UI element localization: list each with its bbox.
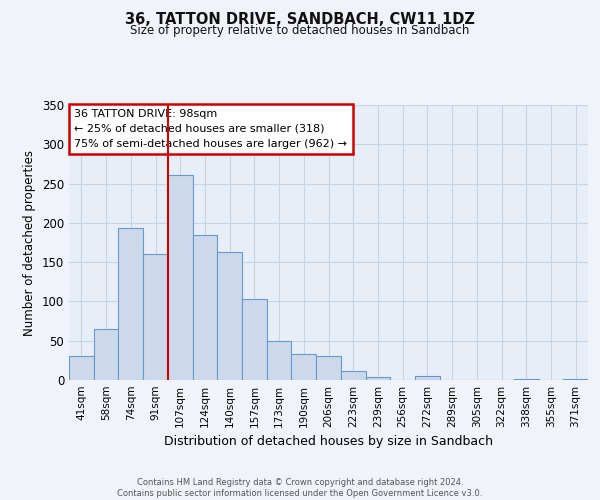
Bar [514,379,539,380]
Y-axis label: Number of detached properties: Number of detached properties [23,150,37,336]
Text: Size of property relative to detached houses in Sandbach: Size of property relative to detached ho… [130,24,470,37]
Text: 36 TATTON DRIVE: 98sqm
← 25% of detached houses are smaller (318)
75% of semi-de: 36 TATTON DRIVE: 98sqm ← 25% of detached… [74,109,347,148]
Bar [143,254,168,380]
Bar [563,379,588,380]
Text: 36, TATTON DRIVE, SANDBACH, CW11 1DZ: 36, TATTON DRIVE, SANDBACH, CW11 1DZ [125,12,475,28]
Bar [94,329,118,380]
Bar [168,175,193,380]
Bar [69,356,94,380]
Bar [193,236,217,380]
Bar [267,340,292,380]
Bar [217,252,242,380]
Text: Contains HM Land Registry data © Crown copyright and database right 2024.
Contai: Contains HM Land Registry data © Crown c… [118,478,482,498]
Bar [415,376,440,380]
Bar [365,377,390,380]
Bar [242,299,267,380]
Bar [316,356,341,380]
Bar [292,354,316,380]
Bar [341,372,365,380]
Bar [118,228,143,380]
X-axis label: Distribution of detached houses by size in Sandbach: Distribution of detached houses by size … [164,436,493,448]
